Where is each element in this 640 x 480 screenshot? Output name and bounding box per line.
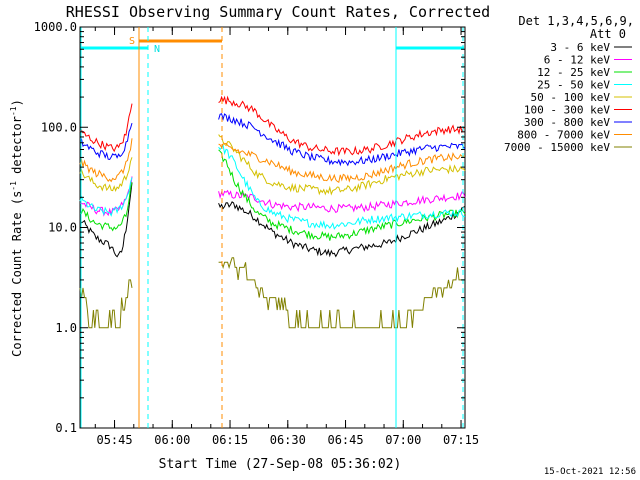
plot-frame xyxy=(79,26,466,429)
series-line-6-b xyxy=(218,113,466,167)
y-tick-label: 0.1 xyxy=(55,421,77,435)
series-line-0-b xyxy=(218,201,466,258)
y-tick-label: 10.0 xyxy=(48,221,77,235)
x-axis-label: Start Time (27-Sep-08 05:36:02) xyxy=(159,457,402,472)
y-axis-label-sup2: -1 xyxy=(9,106,18,116)
legend-label: 7000 - 15000 keV xyxy=(504,141,610,154)
x-tick-label: 06:15 xyxy=(212,433,248,447)
x-tick-label: 07:15 xyxy=(443,433,479,447)
x-tick-label: 05:45 xyxy=(96,433,132,447)
series-line-2-a xyxy=(79,182,133,232)
x-axis: 05:45 06:00 06:15 06:30 06:45 07:00 07:15 xyxy=(94,27,479,447)
series-line-3-a xyxy=(79,177,133,217)
x-tick-label: 06:30 xyxy=(270,433,306,447)
series-line-4-a xyxy=(79,157,133,192)
legend-label: 6 - 12 keV xyxy=(544,54,611,67)
legend-label: 25 - 50 keV xyxy=(537,79,610,92)
series-line-4-b xyxy=(218,134,466,196)
legend-label: 3 - 6 keV xyxy=(550,41,610,54)
series-line-8-a xyxy=(79,279,133,329)
legend-title-attenuator: Att 0 xyxy=(590,27,626,41)
y-tick-label: 100.0 xyxy=(41,120,77,134)
legend-label: 12 - 25 keV xyxy=(537,66,610,79)
saa-marker-label: S xyxy=(129,36,135,47)
y-axis-label-end: ) xyxy=(10,99,24,106)
y-axis-label-mid: detector xyxy=(10,116,24,181)
x-tick-label: 07:00 xyxy=(385,433,421,447)
y-axis-label: Corrected Count Rate (s-1 detector-1) xyxy=(9,99,24,357)
night-marker-label: N xyxy=(154,44,160,55)
legend-label: 100 - 300 keV xyxy=(524,104,610,117)
series-line-5-b xyxy=(218,95,466,157)
legend-label: 50 - 100 keV xyxy=(531,91,611,104)
legend-label: 300 - 800 keV xyxy=(524,116,610,129)
y-tick-label: 1000.0 xyxy=(34,20,77,34)
series-line-6-a xyxy=(80,122,133,161)
chart-title: RHESSI Observing Summary Count Rates, Co… xyxy=(66,3,490,21)
series-line-8-b xyxy=(218,257,465,329)
series-layer xyxy=(79,95,466,329)
series-line-3-b xyxy=(218,144,466,230)
series-line-5-a xyxy=(79,103,133,153)
y-axis: 1000.0 100.0 10.0 1.0 0.1 xyxy=(34,20,465,435)
y-tick-label: 1.0 xyxy=(55,321,77,335)
timestamp: 15-Oct-2021 12:56 xyxy=(544,467,636,477)
series-line-0-a xyxy=(79,182,133,258)
y-axis-label-sup1: -1 xyxy=(9,181,18,191)
series-line-7-a xyxy=(79,138,133,183)
legend-label: 800 - 7000 keV xyxy=(517,129,610,142)
y-axis-label-main: Corrected Count Rate (s xyxy=(10,191,24,357)
legend-title-detectors: Det 1,3,4,5,6,9, xyxy=(518,14,634,28)
marker-layer: SN xyxy=(80,27,464,428)
x-tick-label: 06:45 xyxy=(327,433,363,447)
x-tick-label: 06:00 xyxy=(154,433,190,447)
series-line-1-b xyxy=(218,189,466,214)
series-line-7-b xyxy=(218,142,466,183)
